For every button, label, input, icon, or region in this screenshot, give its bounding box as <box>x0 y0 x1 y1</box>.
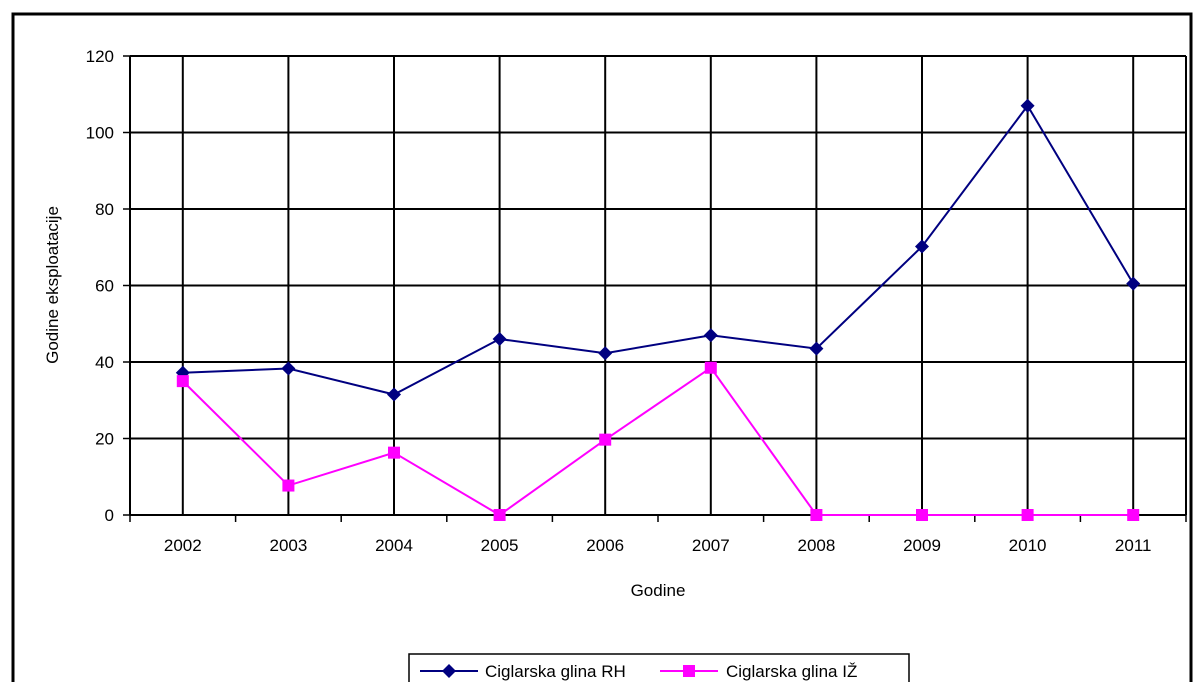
x-tick-label: 2004 <box>375 536 413 555</box>
data-point-0 <box>915 239 929 254</box>
x-tick-label: 2002 <box>164 536 202 555</box>
data-point-0 <box>281 361 296 376</box>
x-tick-labels: 2002 2003 2004 2005 2006 2007 2008 2009 2010 2011 <box>164 536 1152 555</box>
x-axis-label: Godine <box>631 581 686 600</box>
data-point-0 <box>703 328 718 343</box>
y-tick-label: 20 <box>95 430 114 449</box>
y-tick-label: 60 <box>95 277 114 296</box>
x-tick-label: 2010 <box>1009 536 1047 555</box>
y-tick-label: 120 <box>86 47 114 66</box>
x-tick-label: 2011 <box>1115 536 1152 555</box>
data-point-0 <box>598 346 613 361</box>
y-tick-labels: 0 20 40 60 80 100 120 <box>86 47 114 525</box>
x-tick-label: 2007 <box>692 536 730 555</box>
y-tick-label: 100 <box>86 124 114 143</box>
y-tick-label: 0 <box>105 506 114 525</box>
legend-marker-1 <box>683 665 695 677</box>
series-line-0 <box>182 103 1135 396</box>
data-point-0 <box>492 332 507 347</box>
series-line-1 <box>182 366 1134 517</box>
series-group <box>175 98 1141 521</box>
data-point-1 <box>493 509 506 521</box>
data-point-1 <box>810 509 823 521</box>
data-point-1 <box>1021 509 1034 521</box>
legend-marker-0 <box>442 664 456 678</box>
legend: Ciglarska glina RH Ciglarska glina IŽ <box>408 653 910 687</box>
data-point-1 <box>176 375 189 388</box>
data-point-0 <box>387 387 401 402</box>
x-tick-label: 2008 <box>797 536 835 555</box>
y-tick-label: 80 <box>95 200 114 219</box>
legend-label-0: Ciglarska glina RH <box>485 662 626 681</box>
data-point-1 <box>282 479 295 492</box>
legend-label-1: Ciglarska glina IŽ <box>726 662 857 681</box>
y-tick-label: 40 <box>95 353 114 372</box>
data-point-0 <box>1020 98 1035 113</box>
data-point-1 <box>388 446 400 459</box>
grid-lines <box>130 55 1186 516</box>
x-tick-label: 2009 <box>903 536 941 555</box>
x-tick-label: 2006 <box>586 536 624 555</box>
chart-border <box>11 12 1193 687</box>
x-tick-label: 2003 <box>269 536 307 555</box>
data-point-0 <box>1126 276 1141 291</box>
data-point-0 <box>809 341 824 356</box>
x-tick-label: 2005 <box>481 536 519 555</box>
data-point-1 <box>916 509 928 521</box>
y-axis-label: Godine eksploatacije <box>43 206 62 364</box>
data-point-1 <box>1127 509 1140 521</box>
data-point-1 <box>704 361 717 374</box>
axes <box>123 55 1187 522</box>
data-point-1 <box>599 433 612 446</box>
